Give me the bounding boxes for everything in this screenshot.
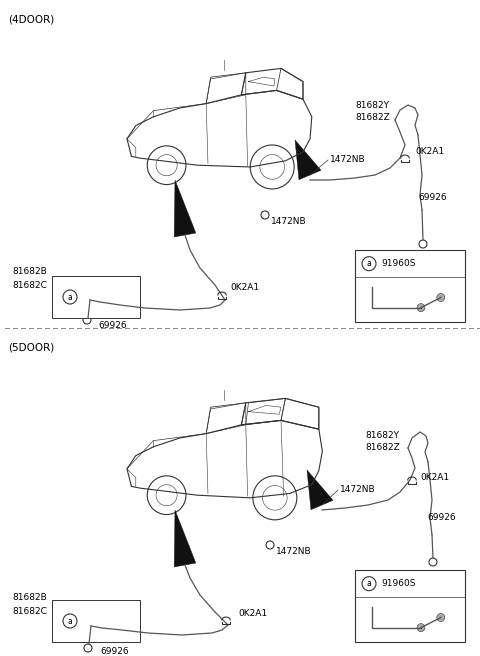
- Circle shape: [63, 290, 77, 304]
- Text: 91960S: 91960S: [381, 259, 416, 268]
- Text: 81682Y: 81682Y: [365, 430, 399, 440]
- Text: 69926: 69926: [98, 321, 127, 329]
- Text: 1472NB: 1472NB: [271, 217, 307, 226]
- Text: 1472NB: 1472NB: [276, 547, 312, 556]
- Text: 0K2A1: 0K2A1: [230, 283, 259, 293]
- Circle shape: [417, 624, 425, 632]
- Text: 1472NB: 1472NB: [330, 155, 366, 165]
- Circle shape: [84, 644, 92, 652]
- Polygon shape: [174, 510, 196, 567]
- Bar: [355, 250, 465, 322]
- Text: 91960S: 91960S: [381, 579, 416, 588]
- Polygon shape: [295, 140, 321, 180]
- Polygon shape: [307, 470, 333, 510]
- Text: 0K2A1: 0K2A1: [415, 148, 444, 157]
- Bar: [355, 570, 465, 642]
- Bar: [52, 276, 140, 318]
- Text: 81682C: 81682C: [12, 607, 47, 615]
- Text: 81682B: 81682B: [12, 268, 47, 276]
- Circle shape: [253, 476, 297, 520]
- Text: a: a: [68, 617, 72, 626]
- Text: (4DOOR): (4DOOR): [8, 15, 54, 25]
- Text: 81682Y: 81682Y: [355, 100, 389, 110]
- Circle shape: [362, 577, 376, 590]
- Circle shape: [437, 293, 445, 302]
- Text: 0K2A1: 0K2A1: [420, 474, 449, 483]
- Text: a: a: [367, 259, 372, 268]
- Bar: [52, 600, 140, 642]
- Text: 1472NB: 1472NB: [340, 485, 376, 495]
- Text: (5DOOR): (5DOOR): [8, 343, 54, 353]
- Text: 81682B: 81682B: [12, 594, 47, 602]
- Circle shape: [437, 613, 445, 621]
- Circle shape: [83, 316, 91, 324]
- Circle shape: [362, 256, 376, 271]
- Circle shape: [429, 558, 437, 566]
- Circle shape: [250, 145, 294, 189]
- Circle shape: [419, 240, 427, 248]
- Circle shape: [63, 614, 77, 628]
- Text: 81682C: 81682C: [12, 281, 47, 289]
- Text: a: a: [367, 579, 372, 588]
- Text: 0K2A1: 0K2A1: [238, 609, 267, 619]
- Circle shape: [147, 146, 186, 184]
- Text: 69926: 69926: [418, 194, 446, 203]
- Text: 81682Z: 81682Z: [355, 113, 390, 123]
- Text: 81682Z: 81682Z: [365, 443, 400, 453]
- Text: a: a: [68, 293, 72, 302]
- Circle shape: [147, 476, 186, 514]
- Polygon shape: [174, 180, 196, 237]
- Text: 69926: 69926: [427, 514, 456, 522]
- Text: 69926: 69926: [100, 647, 129, 656]
- Circle shape: [266, 541, 274, 549]
- Circle shape: [417, 304, 425, 312]
- Circle shape: [261, 211, 269, 219]
